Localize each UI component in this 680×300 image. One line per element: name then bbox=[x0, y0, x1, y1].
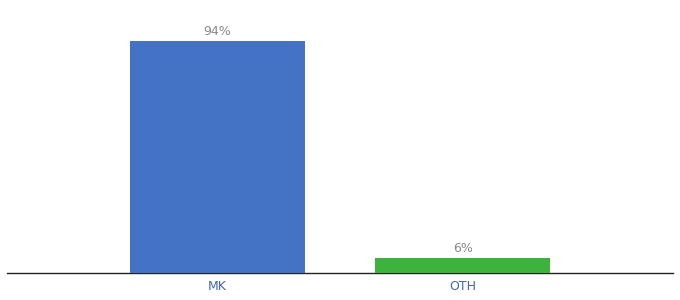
Bar bbox=[375, 258, 550, 273]
Text: 94%: 94% bbox=[203, 25, 231, 38]
Text: 6%: 6% bbox=[453, 242, 473, 255]
Bar bbox=[130, 41, 305, 273]
